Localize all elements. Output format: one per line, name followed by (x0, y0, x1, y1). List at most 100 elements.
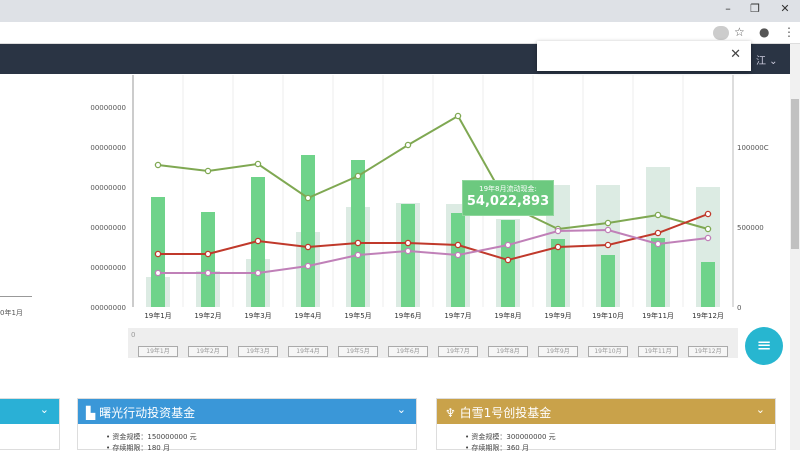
series-point (304, 262, 312, 270)
left-tick-label: 00000000 (90, 144, 126, 152)
slider-chip[interactable]: 19年4月 (288, 346, 328, 357)
series-point (554, 227, 562, 235)
x-tick-label: 19年7月 (444, 311, 471, 320)
slider-chip[interactable]: 19年11月 (638, 346, 678, 357)
series-point (654, 229, 662, 237)
slider-chip[interactable]: 19年10月 (588, 346, 628, 357)
series-point (504, 256, 512, 264)
series-point (554, 243, 562, 251)
x-tick-label: 19年9月 (544, 311, 571, 320)
right-tick-label: 500000 (737, 224, 764, 232)
chevron-down-icon[interactable]: ⌄ (396, 403, 406, 416)
scrollbar[interactable] (790, 44, 800, 450)
series-point (604, 219, 612, 227)
bar-dark (551, 239, 565, 307)
left-tick-label: 00000000 (90, 304, 126, 312)
series-point (254, 269, 262, 277)
menu-fab-button[interactable]: ≡ (745, 327, 783, 365)
bar-dark (201, 212, 215, 307)
fund-term: 存续期限：360 月 (465, 443, 775, 454)
user-menu[interactable]: 江 ⌄ (756, 56, 778, 67)
series-point (204, 269, 212, 277)
bar-dark (351, 160, 365, 307)
slider-chip[interactable]: 19年9月 (538, 346, 578, 357)
close-icon[interactable]: ✕ (730, 47, 741, 62)
series-point (704, 210, 712, 218)
document-icon[interactable] (713, 26, 729, 40)
fund-size: 资金规模：300000000 元 (465, 432, 775, 443)
fund-title: 白雪1号创投基金 (459, 406, 552, 420)
restore-button[interactable]: ❐ (750, 2, 760, 15)
fund-card-header[interactable]: ♆ 白雪1号创投基金 ⌄ (437, 399, 775, 424)
menu-icon[interactable]: ⋮ (783, 25, 795, 39)
series-point (354, 172, 362, 180)
x-tick-label: 19年4月 (294, 311, 321, 320)
x-tick-label: 19年3月 (244, 311, 271, 320)
left-chart-label: 0年1月 (0, 309, 23, 317)
series-point (354, 239, 362, 247)
slider-chip[interactable]: 19年2月 (188, 346, 228, 357)
combo-chart: 0000000000000000000000000000000000000000… (90, 75, 769, 320)
profile-icon[interactable]: ● (759, 25, 770, 39)
slider-handle[interactable]: 0 (131, 331, 136, 339)
series-line-2 (158, 228, 709, 274)
fund-card-baixue: ♆ 白雪1号创投基金 ⌄ 资金规模：300000000 元存续期限：360 月 (436, 398, 776, 452)
series-point (454, 112, 462, 120)
left-tick-label: 00000000 (90, 104, 126, 112)
series-point (204, 167, 212, 175)
x-tick-label: 19年11月 (642, 311, 674, 320)
series-point (354, 251, 362, 259)
x-tick-label: 19年6月 (394, 311, 421, 320)
x-tick-label: 19年5月 (344, 311, 371, 320)
fund-size: 资金规模：150000000 元 (106, 432, 416, 443)
range-slider[interactable]: 0 19年1月 19年2月 19年3月 19年4月 19年5月 19年6月 19年7月 19年… (128, 328, 738, 358)
slider-chip[interactable]: 19年12月 (688, 346, 728, 357)
bar-dark (601, 255, 615, 307)
browser-toolbar: ☆ ● ⋮ (0, 22, 800, 44)
close-window-button[interactable]: ✕ (780, 2, 790, 15)
chart-tooltip: 19年8月流动现金: 54,022,893 (462, 180, 554, 216)
bookmark-star-icon[interactable]: ☆ (734, 25, 745, 39)
series-point (604, 241, 612, 249)
series-point (504, 241, 512, 249)
chevron-down-icon[interactable]: ⌄ (755, 403, 765, 416)
series-line-0 (157, 114, 709, 231)
series-point (154, 269, 162, 277)
title-bar: – ❐ ✕ (0, 0, 800, 22)
bar-dark (401, 204, 415, 307)
series-point (654, 211, 662, 219)
fund-card-0: ⌄ (0, 398, 60, 450)
bar-dark (651, 238, 665, 307)
tooltip-value: 54,022,893 (466, 194, 550, 209)
fund-title: 曙光行动投资基金 (99, 406, 196, 420)
slider-chip[interactable]: 19年3月 (238, 346, 278, 357)
slider-chip[interactable]: 19年8月 (488, 346, 528, 357)
series-point (304, 194, 312, 202)
fund-card-header[interactable]: ▙ 曙光行动投资基金 ⌄ (78, 399, 416, 424)
trophy-icon: ♆ (445, 406, 456, 420)
slider-chip[interactable]: 19年6月 (388, 346, 428, 357)
series-point (454, 241, 462, 249)
bar-dark (451, 213, 465, 307)
chevron-down-icon[interactable]: ⌄ (39, 403, 49, 416)
fund-term: 存续期限：180 月 (106, 443, 416, 454)
minimize-button[interactable]: – (725, 2, 731, 15)
bar-dark (701, 262, 715, 307)
slider-chip[interactable]: 19年1月 (138, 346, 178, 357)
x-tick-label: 19年1月 (144, 311, 171, 320)
popup-dialog: ✕ (537, 41, 751, 71)
x-tick-label: 19年8月 (494, 311, 521, 320)
fund-card-shuguang: ▙ 曙光行动投资基金 ⌄ 资金规模：150000000 元存续期限：180 月 (77, 398, 417, 452)
fund-card-header[interactable]: ⌄ (0, 399, 59, 424)
chart-icon: ▙ (86, 406, 96, 420)
series-point (604, 226, 612, 234)
series-point (654, 240, 662, 248)
scrollbar-thumb[interactable] (791, 99, 799, 249)
bar-dark (301, 155, 315, 307)
left-chart-axis (0, 296, 32, 297)
slider-chip[interactable]: 19年5月 (338, 346, 378, 357)
series-point (404, 247, 412, 255)
x-tick-label: 19年10月 (592, 311, 624, 320)
tooltip-label: 19年8月流动现金: (479, 185, 537, 193)
slider-chip[interactable]: 19年7月 (438, 346, 478, 357)
